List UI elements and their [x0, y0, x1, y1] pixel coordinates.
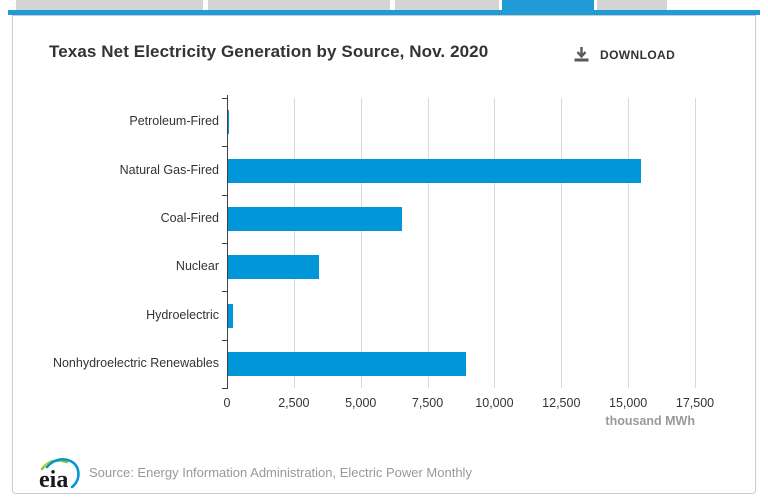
plot-area	[227, 98, 696, 388]
x-tick-label: 15,000	[609, 396, 648, 410]
x-tick-label: 17,500	[675, 396, 715, 410]
y-tick	[222, 146, 227, 147]
bar-petroleum-fired[interactable]	[228, 110, 229, 134]
tab-5[interactable]	[597, 0, 667, 10]
y-tick	[222, 195, 227, 196]
bar-natural-gas-fired[interactable]	[228, 159, 642, 183]
tab-4[interactable]	[502, 0, 594, 10]
accent-line	[8, 10, 760, 15]
x-tick-label: 7,500	[411, 396, 444, 410]
svg-text:eia: eia	[39, 467, 68, 493]
download-label: DOWNLOAD	[600, 47, 676, 62]
category-label: Nuclear	[175, 259, 219, 273]
gridline	[628, 98, 630, 388]
y-tick	[222, 291, 227, 292]
tab-2[interactable]	[208, 0, 390, 10]
x-axis-unit-label: thousand MWh	[605, 414, 695, 428]
y-axis-line	[227, 95, 228, 389]
gridline	[427, 98, 429, 388]
y-tick	[222, 98, 227, 99]
category-label: Nonhydroelectric Renewables	[52, 356, 219, 370]
y-tick	[222, 340, 227, 341]
x-tick-label: 12,500	[542, 396, 581, 410]
x-tick-label: 10,000	[475, 396, 514, 410]
gridline	[494, 98, 496, 388]
y-tick	[222, 243, 227, 244]
download-icon	[574, 47, 589, 62]
category-label: Hydroelectric	[146, 308, 219, 322]
x-tick-label: 0	[223, 396, 231, 410]
bar-chart: thousand MWh 0 2,500 5,000 7,500 10,000 12,50…	[13, 95, 757, 438]
category-label: Coal-Fired	[160, 211, 219, 225]
gridline	[293, 98, 295, 388]
category-label: Petroleum-Fired	[129, 114, 219, 128]
tab-3[interactable]	[395, 0, 499, 10]
source-attribution: Source: Energy Information Administratio…	[89, 465, 472, 480]
eia-logo: eia	[39, 458, 80, 493]
x-tick-label: 2,500	[278, 396, 310, 410]
bar-nonhydroelectric-renewables[interactable]	[228, 352, 466, 376]
bar-coal-fired[interactable]	[228, 207, 402, 231]
gridline	[360, 98, 362, 388]
category-label: Natural Gas-Fired	[119, 163, 219, 177]
chart-card: Texas Net Electricity Generation by Sour…	[12, 15, 756, 494]
y-tick	[222, 388, 227, 389]
x-tick-label: 5,000	[345, 396, 377, 410]
bar-nuclear[interactable]	[228, 255, 319, 279]
download-button[interactable]: DOWNLOAD	[573, 46, 675, 63]
tab-1[interactable]	[16, 0, 203, 10]
tab-bar	[0, 0, 768, 10]
gridline	[695, 98, 696, 388]
chart-title: Texas Net Electricity Generation by Sour…	[49, 42, 489, 61]
bar-hydroelectric[interactable]	[228, 304, 233, 328]
gridline	[561, 98, 563, 388]
chart-footer: eia Source: Energy Information Administr…	[13, 448, 757, 494]
